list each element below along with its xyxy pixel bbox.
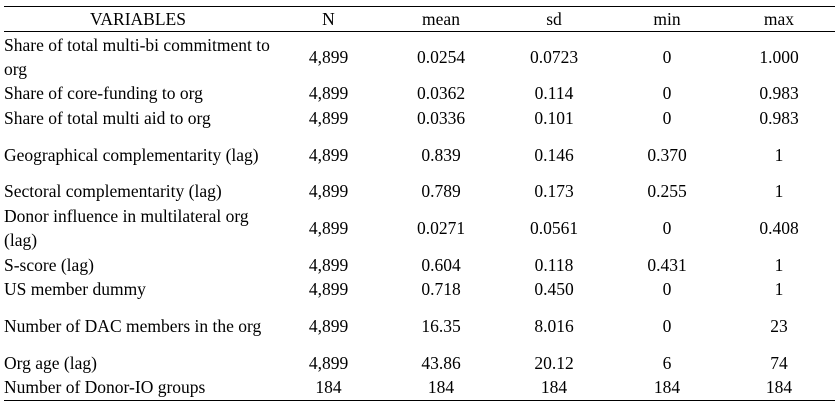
cell-n: 4,899 — [308, 218, 349, 238]
cell-n: 4,899 — [308, 144, 349, 165]
summary-statistics-table: VARIABLES N mean sd min max Share of tot… — [4, 6, 835, 401]
row-label: Share of total multi-bi commitment to or… — [4, 34, 270, 79]
cell-sd: 0.173 — [534, 181, 574, 202]
cell-max: 0.983 — [759, 83, 799, 104]
cell-min: 0 — [662, 46, 672, 67]
cell-n: 4,899 — [308, 83, 349, 104]
cell-sd: 0.118 — [534, 254, 574, 275]
cell-n: 4,899 — [308, 279, 349, 300]
table-row: Geographical complementarity (lag) 4,899… — [4, 130, 835, 179]
cell-mean: 16.35 — [421, 316, 461, 336]
header-sd: sd — [546, 9, 562, 29]
cell-min: 0 — [662, 107, 672, 128]
row-label: US member dummy — [4, 279, 146, 300]
cell-mean: 0.718 — [421, 279, 461, 300]
cell-min: 0 — [662, 83, 672, 104]
header-max: max — [763, 9, 795, 29]
table-row: Sectoral complementarity (lag) 4,899 0.7… — [4, 179, 835, 204]
cell-n: 4,899 — [308, 181, 349, 202]
cell-n: 4,899 — [308, 352, 349, 373]
cell-sd: 0.0561 — [529, 218, 579, 238]
cell-sd: 0.101 — [534, 107, 574, 128]
cell-n: 4,899 — [308, 316, 349, 336]
row-label: Geographical complementarity (lag) — [4, 144, 259, 165]
cell-mean: 184 — [427, 377, 455, 398]
table-row: Share of total multi aid to org 4,899 0.… — [4, 106, 835, 131]
table-row: S-score (lag) 4,899 0.604 0.118 0.431 1 — [4, 253, 835, 278]
cell-n: 4,899 — [308, 107, 349, 128]
cell-max: 1 — [774, 181, 784, 202]
row-label: Sectoral complementarity (lag) — [4, 181, 222, 202]
row-label: Org age (lag) — [4, 352, 97, 373]
cell-mean: 0.839 — [421, 144, 461, 165]
cell-sd: 0.0723 — [529, 46, 579, 67]
table-header: VARIABLES N mean sd min max — [4, 6, 835, 32]
cell-min: 6 — [662, 352, 672, 373]
row-label: S-score (lag) — [4, 254, 94, 275]
cell-mean: 0.0271 — [416, 218, 466, 238]
cell-sd: 0.114 — [534, 83, 574, 104]
cell-n: 4,899 — [308, 254, 349, 275]
cell-max: 1.000 — [759, 46, 799, 67]
row-label: Share of core-funding to org — [4, 83, 203, 104]
table-row: Number of Donor-IO groups 184 184 184 18… — [4, 375, 835, 400]
cell-min: 0 — [662, 316, 672, 336]
cell-min: 184 — [653, 377, 681, 398]
cell-n: 184 — [315, 377, 342, 398]
row-label: Number of DAC members in the org — [4, 316, 262, 336]
table-row: Donor influence in multilateral org (lag… — [4, 204, 835, 253]
cell-min: 0.370 — [647, 144, 687, 165]
cell-max: 23 — [770, 316, 788, 336]
cell-sd: 20.12 — [534, 352, 574, 373]
cell-min: 0 — [662, 218, 672, 238]
cell-mean: 0.0362 — [416, 83, 466, 104]
cell-min: 0.255 — [647, 181, 687, 202]
header-variables: VARIABLES — [90, 9, 186, 29]
cell-mean: 0.0254 — [416, 46, 466, 67]
cell-min: 0 — [662, 279, 672, 300]
cell-sd: 0.450 — [534, 279, 574, 300]
cell-max: 74 — [770, 352, 788, 373]
cell-max: 184 — [765, 377, 793, 398]
cell-sd: 8.016 — [534, 316, 574, 336]
cell-n: 4,899 — [308, 46, 349, 67]
cell-sd: 0.146 — [534, 144, 574, 165]
table-body: Share of total multi-bi commitment to or… — [4, 32, 835, 400]
cell-max: 0.408 — [759, 218, 799, 238]
table-row: Number of DAC members in the org 4,899 1… — [4, 302, 835, 351]
header-min: min — [653, 9, 681, 29]
table-row: Share of core-funding to org 4,899 0.036… — [4, 81, 835, 106]
cell-max: 1 — [774, 144, 784, 165]
table-row: Org age (lag) 4,899 43.86 20.12 6 74 — [4, 351, 835, 376]
cell-min: 0.431 — [647, 254, 687, 275]
cell-max: 0.983 — [759, 107, 799, 128]
cell-sd: 184 — [540, 377, 568, 398]
cell-mean: 0.789 — [421, 181, 461, 202]
cell-mean: 43.86 — [421, 352, 461, 373]
row-label: Share of total multi aid to org — [4, 107, 211, 128]
header-mean: mean — [422, 9, 460, 29]
row-label: Number of Donor-IO groups — [4, 377, 206, 398]
row-label: Donor influence in multilateral org (lag… — [4, 206, 249, 250]
header-n: N — [322, 9, 335, 29]
table-row: Share of total multi-bi commitment to or… — [4, 32, 835, 82]
header-row: VARIABLES N mean sd min max — [4, 6, 835, 32]
cell-mean: 0.0336 — [416, 107, 466, 128]
cell-max: 1 — [774, 254, 784, 275]
cell-mean: 0.604 — [421, 254, 461, 275]
table-row: US member dummy 4,899 0.718 0.450 0 1 — [4, 277, 835, 302]
cell-max: 1 — [774, 279, 784, 300]
